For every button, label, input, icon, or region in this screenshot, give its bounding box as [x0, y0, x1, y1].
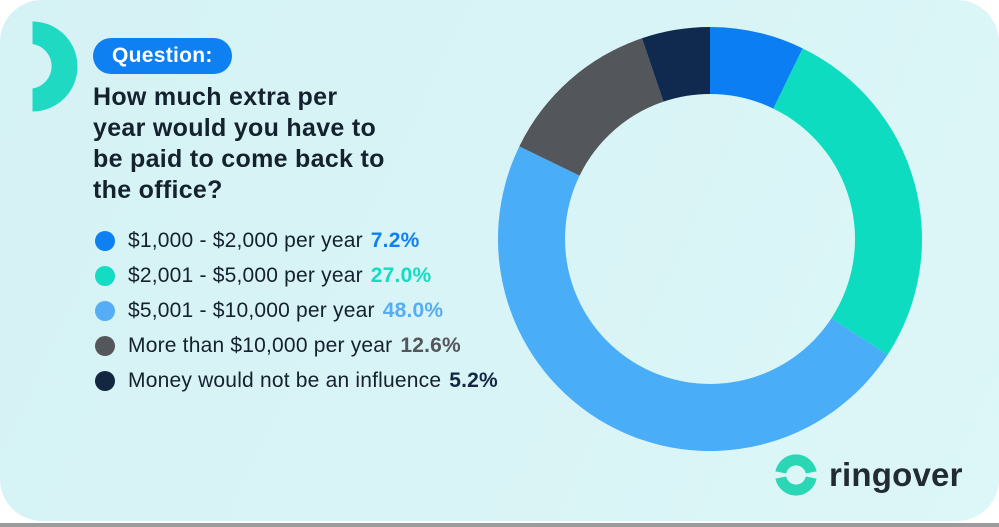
title-line-1: How much extra per — [93, 83, 338, 111]
question-badge-label: Question: — [112, 44, 213, 67]
legend-dot-icon — [95, 335, 115, 356]
legend-dot-icon — [95, 265, 115, 286]
page-title: How much extra per year would you have t… — [93, 82, 385, 206]
ringover-ring-icon — [775, 454, 817, 496]
title-line-3: be paid to come back to — [93, 145, 385, 173]
legend-dot-icon — [95, 370, 115, 391]
legend-value: 48.0% — [382, 298, 444, 322]
legend-label: $1,000 - $2,000 per year — [128, 228, 363, 252]
donut-segment-2 — [773, 48, 923, 355]
legend-item-1: $1,000 - $2,000 per year 7.2% — [95, 223, 498, 258]
legend-item-2: $2,001 - $5,000 per year 27.0% — [95, 258, 498, 293]
question-badge: Question: — [93, 38, 232, 74]
bottom-edge-line — [0, 523, 999, 527]
title-line-2: year would you have to — [93, 114, 377, 142]
donut-segment-4 — [519, 38, 664, 176]
legend-value: 7.2% — [370, 228, 420, 252]
donut-segment-3 — [497, 146, 888, 452]
legend-value: 27.0% — [370, 263, 432, 287]
legend-value: 5.2% — [449, 368, 498, 392]
donut-segment-1 — [710, 27, 803, 109]
legend-dot-icon — [95, 230, 115, 251]
donut-segment-5 — [641, 27, 710, 102]
legend-label: More than $10,000 per year — [128, 333, 393, 357]
donut-chart — [497, 27, 923, 452]
legend-label: $2,001 - $5,000 per year — [128, 263, 363, 287]
legend-item-5: Money would not be an influence 5.2% — [95, 363, 498, 398]
legend-label: Money would not be an influence — [128, 368, 442, 392]
legend-value: 12.6% — [400, 333, 461, 357]
legend: $1,000 - $2,000 per year 7.2% $2,001 - $5,… — [95, 223, 498, 398]
legend-dot-icon — [95, 300, 115, 321]
legend-item-4: More than $10,000 per year 12.6% — [95, 328, 498, 363]
title-line-4: the office? — [93, 176, 223, 204]
brand-logo: ringover — [774, 452, 963, 498]
legend-item-3: $5,001 - $10,000 per year 48.0% — [95, 293, 498, 328]
brand-name: ringover — [829, 456, 963, 493]
half-ring-decoration-icon — [32, 21, 78, 112]
legend-label: $5,001 - $10,000 per year — [128, 298, 375, 322]
